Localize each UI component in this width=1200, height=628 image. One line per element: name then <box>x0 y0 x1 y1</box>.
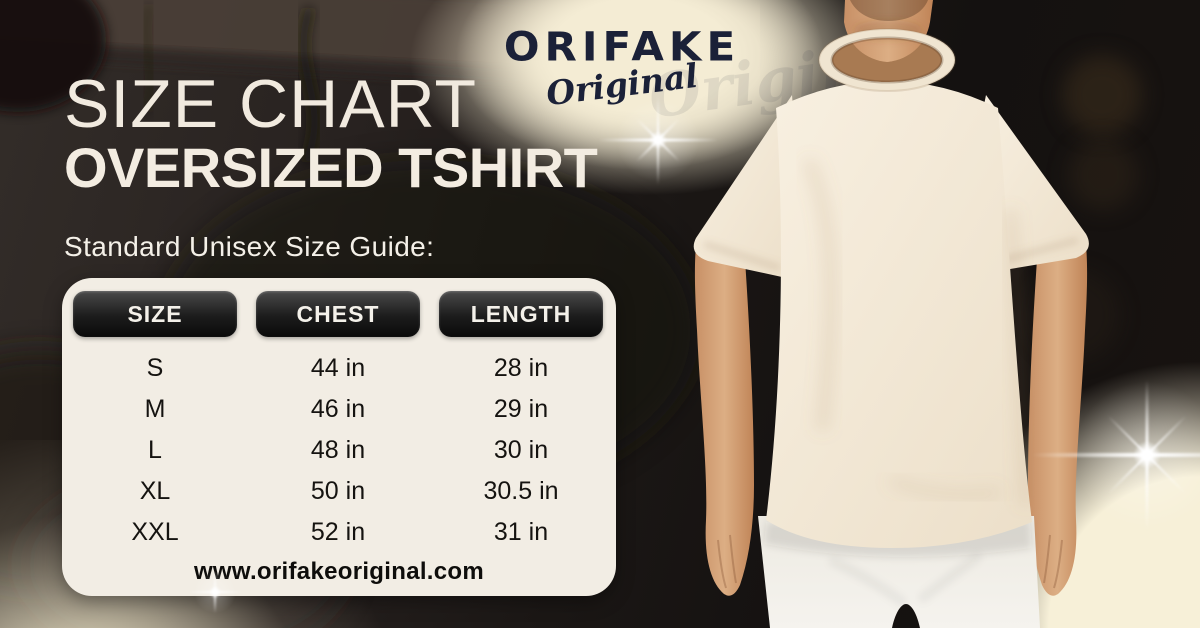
size-cell: XXL <box>131 518 179 546</box>
table-row: S 44 in 28 in <box>62 348 616 389</box>
size-table-card: SIZE CHEST LENGTH S 44 in 28 in M 46 in … <box>62 278 616 596</box>
size-cell: S <box>146 354 164 382</box>
brand-name: ORIFAKE <box>503 22 741 71</box>
chest-cell: 46 in <box>310 395 366 423</box>
length-cell: 30 in <box>493 436 549 464</box>
table-row: L 48 in 30 in <box>62 430 616 471</box>
chest-cell: 50 in <box>310 477 366 505</box>
size-cell: XL <box>139 477 171 505</box>
size-guide-label: Standard Unisex Size Guide: <box>64 231 435 262</box>
brand-logo: ORIFAKE Original <box>462 22 782 113</box>
length-cell: 30.5 in <box>483 477 559 505</box>
page-title: SIZE CHART <box>64 66 478 142</box>
header-size: SIZE <box>73 291 237 337</box>
chest-cell: 48 in <box>310 436 366 464</box>
bokeh-light <box>1062 55 1142 135</box>
table-row: XL 50 in 30.5 in <box>62 471 616 512</box>
size-cell: L <box>148 436 162 464</box>
length-cell: 31 in <box>493 518 549 546</box>
table-row: XXL 52 in 31 in <box>62 512 616 553</box>
header-length: LENGTH <box>439 291 603 337</box>
website-url: www.orifakeoriginal.com <box>193 558 485 585</box>
length-cell: 28 in <box>493 354 549 382</box>
size-cell: M <box>144 395 166 423</box>
header-chest: CHEST <box>256 291 420 337</box>
table-body: S 44 in 28 in M 46 in 29 in L 48 in 30 i… <box>62 348 616 553</box>
page-subtitle: OVERSIZED TSHIRT <box>64 136 598 199</box>
length-cell: 29 in <box>493 395 549 423</box>
model-photo <box>693 0 1089 628</box>
chest-cell: 52 in <box>310 518 366 546</box>
table-header-row: SIZE CHEST LENGTH <box>62 278 616 337</box>
table-row: M 46 in 29 in <box>62 389 616 430</box>
bokeh-light <box>1068 140 1138 210</box>
chest-cell: 44 in <box>310 354 366 382</box>
